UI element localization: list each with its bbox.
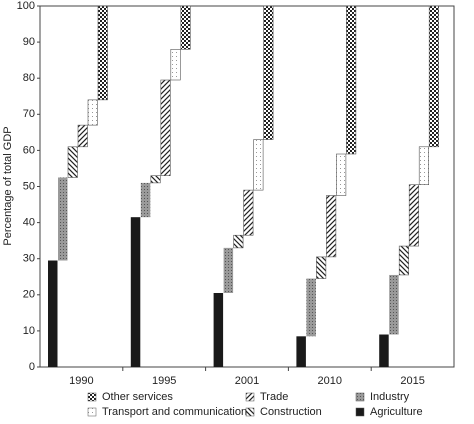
bar-segment bbox=[160, 79, 171, 176]
legend-swatch bbox=[87, 407, 97, 417]
legend-label: Industry bbox=[370, 391, 410, 403]
bar-segment bbox=[140, 182, 151, 218]
legend-label: Construction bbox=[260, 406, 322, 418]
x-tick-label: 2010 bbox=[318, 375, 342, 387]
bar-segment bbox=[48, 260, 58, 367]
bar-segment bbox=[130, 217, 141, 367]
x-tick-label: 1995 bbox=[152, 375, 176, 387]
bar-segment bbox=[346, 5, 357, 155]
y-tick-label: 60 bbox=[23, 144, 35, 156]
x-tick-label: 2001 bbox=[235, 375, 259, 387]
legend-label: Transport and communication bbox=[102, 406, 247, 418]
bar-segment bbox=[428, 5, 440, 148]
bar-segment bbox=[87, 99, 98, 126]
y-tick-label: 80 bbox=[23, 72, 35, 84]
bar-segment bbox=[97, 5, 108, 101]
y-tick-label: 20 bbox=[23, 289, 35, 301]
bar-segment bbox=[77, 124, 88, 148]
bar-segment bbox=[223, 247, 234, 293]
y-tick-label: 40 bbox=[23, 217, 35, 229]
bar-segment bbox=[418, 146, 430, 185]
bar-segment bbox=[213, 292, 224, 367]
legend-swatch bbox=[355, 407, 365, 417]
y-tick-label: 30 bbox=[23, 253, 35, 265]
x-tick-label: 1990 bbox=[69, 375, 93, 387]
legend-swatch bbox=[355, 392, 365, 402]
legend-label: Trade bbox=[260, 391, 288, 403]
legend-swatch bbox=[87, 392, 97, 402]
bar-segment bbox=[398, 245, 410, 276]
bar-segment bbox=[379, 334, 389, 367]
bar-segment bbox=[243, 189, 254, 236]
y-tick-label: 100 bbox=[17, 0, 35, 12]
y-tick-label: 70 bbox=[23, 108, 35, 120]
bar-segment bbox=[150, 175, 161, 184]
bar-segment bbox=[58, 177, 68, 261]
bar-segment bbox=[170, 49, 181, 81]
bar-segment bbox=[263, 5, 274, 140]
y-tick-label: 90 bbox=[23, 36, 35, 48]
y-tick-label: 50 bbox=[23, 180, 35, 192]
y-tick-label: 0 bbox=[29, 361, 35, 373]
bar-segment bbox=[233, 234, 244, 249]
x-tick-label: 2015 bbox=[400, 375, 424, 387]
bar-segment bbox=[180, 5, 191, 50]
legend-label: Agriculture bbox=[370, 406, 423, 418]
bar-segment bbox=[67, 146, 78, 178]
bar-segment bbox=[306, 278, 316, 337]
bar-segment bbox=[389, 274, 399, 335]
legend-swatch bbox=[245, 392, 255, 402]
y-tick-label: 10 bbox=[23, 325, 35, 337]
legend-label: Other services bbox=[102, 391, 173, 403]
y-axis-label: Percentage of total GDP bbox=[2, 126, 14, 245]
bar-segment bbox=[408, 184, 420, 247]
bar-segment bbox=[296, 336, 306, 367]
bar-segment bbox=[253, 139, 264, 191]
bar-segment bbox=[326, 195, 337, 258]
bar-segment bbox=[336, 153, 347, 196]
bar-segment bbox=[316, 256, 327, 279]
legend-swatch bbox=[245, 407, 255, 417]
